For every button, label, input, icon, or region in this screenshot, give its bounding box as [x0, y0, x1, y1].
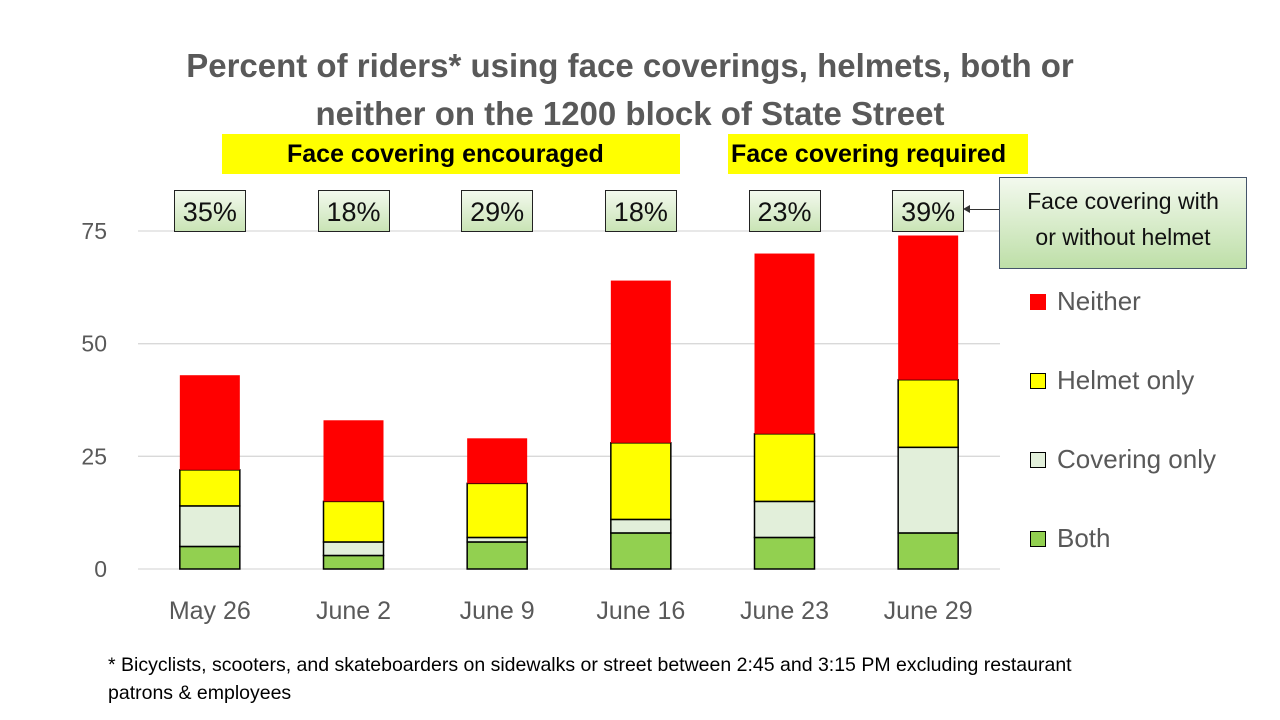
bar-segment-helmet-only	[466, 482, 528, 539]
footnote-line-1: * Bicyclists, scooters, and skateboarder…	[108, 654, 1072, 676]
legend-label: Both	[1057, 523, 1111, 553]
legend-label: Covering only	[1057, 444, 1216, 474]
bar-segment-both	[610, 532, 672, 570]
bar-segment-covering-only	[897, 446, 959, 534]
legend-swatch	[1030, 294, 1046, 310]
bar-segment-covering-only	[753, 500, 816, 539]
bar-segment-helmet-only	[322, 500, 385, 543]
y-tick-label: 75	[81, 218, 107, 244]
bar-segment-both	[753, 536, 816, 570]
legend-item-helmet-only: Helmet only	[1030, 365, 1260, 395]
y-tick-label: 50	[81, 331, 107, 357]
legend-swatch	[1030, 373, 1046, 389]
percent-label: 18%	[317, 190, 390, 232]
bar-segment-covering-only	[610, 518, 672, 534]
bar-segment-covering-only	[179, 505, 241, 548]
x-tick-label: June 16	[596, 597, 685, 625]
footnote: * Bicyclists, scooters, and skateboarder…	[108, 651, 1228, 707]
bar-segment-neither	[610, 280, 671, 443]
bar-segment-neither	[754, 253, 815, 434]
x-tick-label: June 29	[884, 597, 973, 625]
bar-segment-neither	[467, 438, 528, 484]
x-tick-label: June 9	[460, 597, 535, 625]
legend-item-neither: Neither	[1030, 286, 1260, 316]
bar-segment-both	[179, 545, 241, 570]
bar-segment-helmet-only	[897, 378, 959, 449]
legend-swatch	[1030, 531, 1046, 547]
legend-item-covering-only: Covering only	[1030, 444, 1260, 474]
callout-line-2: or without helmet	[1035, 224, 1211, 250]
legend-label: Helmet only	[1057, 365, 1195, 395]
percent-label: 18%	[604, 190, 677, 232]
bar-segment-both	[466, 541, 528, 570]
bar-segment-both	[322, 554, 385, 570]
legend-item-both: Both	[1030, 523, 1260, 553]
bar-segment-neither	[323, 420, 384, 502]
legend-label: Neither	[1057, 286, 1141, 316]
phase-label-encouraged: Face covering encouraged	[222, 134, 680, 174]
x-tick-label: May 26	[169, 597, 251, 625]
x-tick-label: June 23	[740, 597, 829, 625]
percent-label: 23%	[748, 190, 821, 232]
bar-segment-neither	[898, 235, 959, 380]
y-tick-label: 0	[94, 556, 107, 582]
phase-label-required: Face covering required	[728, 134, 1028, 174]
legend-swatch	[1030, 452, 1046, 468]
footnote-line-2: patrons & employees	[108, 682, 292, 704]
percent-label: 29%	[461, 190, 534, 232]
chart-title-line-1: Percent of riders* using face coverings,…	[186, 47, 1074, 84]
percent-label: 39%	[892, 190, 965, 232]
bar-segment-neither	[179, 375, 240, 470]
callout-line-1: Face covering with	[1027, 188, 1219, 214]
percent-label: 35%	[173, 190, 246, 232]
callout-arrow-icon	[963, 205, 999, 213]
callout-face-covering: Face covering with or without helmet	[999, 177, 1247, 269]
y-tick-label: 25	[81, 443, 107, 469]
chart-title-line-2: neither on the 1200 block of State Stree…	[315, 95, 945, 132]
bar-segment-both	[897, 532, 959, 570]
bar-segment-helmet-only	[753, 433, 816, 503]
bar-segment-helmet-only	[610, 442, 672, 521]
bar-segment-covering-only	[322, 541, 385, 557]
x-tick-label: June 2	[316, 597, 391, 625]
bar-segment-helmet-only	[179, 469, 241, 507]
